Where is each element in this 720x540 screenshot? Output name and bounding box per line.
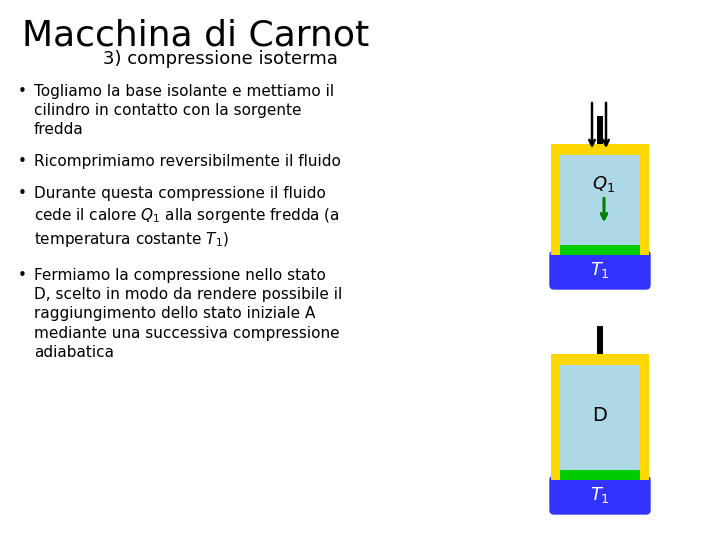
Bar — [560, 155, 640, 245]
Bar — [551, 354, 649, 365]
Bar — [640, 354, 649, 480]
Bar — [551, 144, 649, 155]
FancyBboxPatch shape — [550, 251, 650, 289]
Text: Ricomprimiamo reversibilmente il fluido: Ricomprimiamo reversibilmente il fluido — [34, 154, 341, 169]
FancyBboxPatch shape — [550, 476, 650, 514]
Text: Macchina di Carnot: Macchina di Carnot — [22, 18, 369, 52]
Text: $Q_1$: $Q_1$ — [593, 174, 616, 194]
Bar — [640, 144, 649, 255]
Text: $T_1$: $T_1$ — [590, 485, 610, 505]
Bar — [551, 354, 560, 480]
Bar — [551, 144, 560, 255]
Text: •: • — [18, 154, 27, 169]
Text: •: • — [18, 84, 27, 99]
Bar — [597, 116, 603, 144]
Text: •: • — [18, 186, 27, 201]
Bar — [560, 365, 640, 470]
Text: D: D — [593, 406, 608, 425]
Text: $T_1$: $T_1$ — [590, 260, 610, 280]
Bar — [560, 245, 640, 255]
Text: •: • — [18, 268, 27, 283]
Text: Durante questa compressione il fluido
cede il calore $Q_1$ alla sorgente fredda : Durante questa compressione il fluido ce… — [34, 186, 340, 249]
Text: Togliamo la base isolante e mettiamo il
cilindro in contatto con la sorgente
fre: Togliamo la base isolante e mettiamo il … — [34, 84, 334, 137]
Text: 3) compressione isoterma: 3) compressione isoterma — [102, 50, 338, 68]
Bar — [560, 470, 640, 480]
Text: Fermiamo la compressione nello stato
D, scelto in modo da rendere possibile il
r: Fermiamo la compressione nello stato D, … — [34, 268, 342, 360]
Bar — [597, 326, 603, 354]
